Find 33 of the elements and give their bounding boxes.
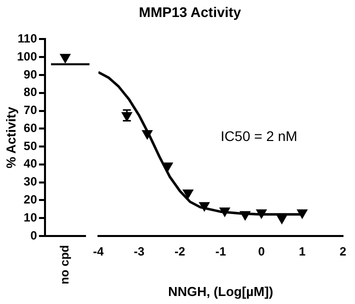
y-tick-label: 10 <box>24 210 38 224</box>
annotation: IC50 = 2 nM <box>220 128 298 144</box>
y-tick-label: 40 <box>24 156 38 171</box>
x-tick-label: -4 <box>93 244 104 259</box>
point <box>220 208 230 216</box>
point <box>240 211 250 220</box>
point <box>122 112 132 121</box>
point <box>200 202 210 211</box>
y-tick-label: 110 <box>18 32 38 46</box>
x-tick-label: 1 <box>298 244 306 259</box>
x-tick-label: 2 <box>340 244 347 259</box>
x-tick-label: -3 <box>134 244 145 259</box>
x-tick-label: 0 <box>258 244 266 259</box>
x-axis-title: NNGH, (Log[µM]) <box>168 284 274 299</box>
x-tick-label: -2 <box>174 244 186 259</box>
point <box>162 162 172 172</box>
y-tick-label: 100 <box>16 49 38 64</box>
y-tick-label: 80 <box>24 85 38 100</box>
point <box>142 130 152 139</box>
y-tick-label: 50 <box>24 138 38 153</box>
y-tick-label: 20 <box>24 192 38 207</box>
point <box>277 214 287 224</box>
point <box>183 190 193 198</box>
y-axis-title: % Activity <box>3 106 18 168</box>
x-tick-label: -1 <box>215 244 226 259</box>
y-tick-label: 90 <box>24 67 38 82</box>
y-tick-label: 60 <box>24 120 38 135</box>
y-tick-label: 70 <box>24 103 38 118</box>
chart-title: MMP13 Activity <box>138 4 242 20</box>
y-tick-label: 30 <box>24 174 38 189</box>
point <box>256 209 266 218</box>
y-tick-label: 0 <box>30 228 38 242</box>
x-tick-label: no cpd <box>58 245 72 284</box>
